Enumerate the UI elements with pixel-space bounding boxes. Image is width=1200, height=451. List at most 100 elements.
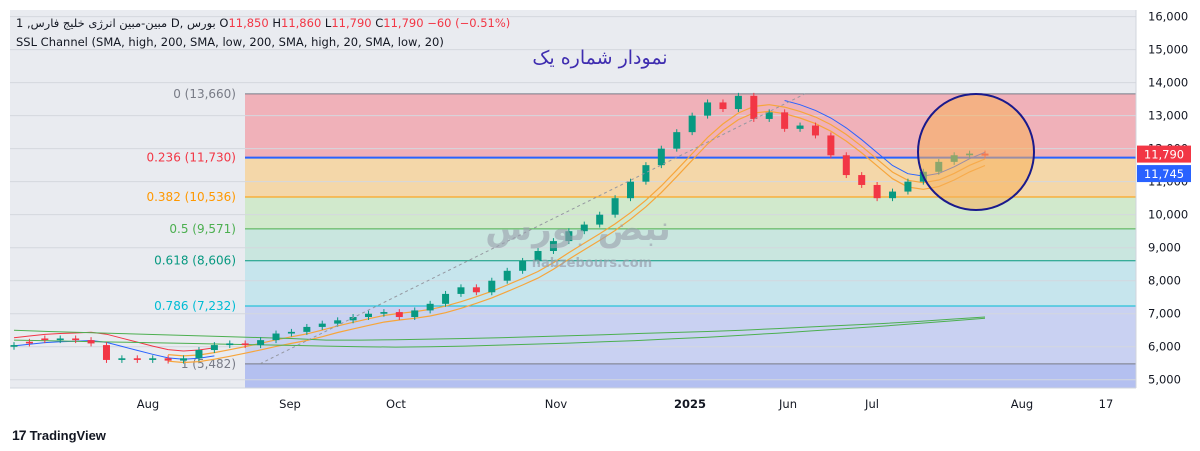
price-tick-label: 6,000	[1148, 340, 1181, 354]
candle-body	[87, 340, 95, 344]
candle-body	[549, 241, 557, 251]
ssl-fast-high	[13, 331, 215, 352]
overlay: نمودار شماره یک نبض بورس nabzebours.com	[259, 47, 1035, 365]
ssl-fast-high	[168, 104, 986, 357]
highlight-circle	[917, 93, 1035, 211]
time-tick-label: Jul	[864, 397, 879, 411]
price-tick-label: 7,000	[1148, 307, 1181, 321]
candle-body	[380, 312, 388, 314]
candle-body	[858, 175, 866, 185]
close-value: 11,790	[383, 16, 424, 30]
low-value: 11,790	[331, 16, 372, 30]
candle-body	[272, 333, 280, 341]
candle-body	[287, 331, 295, 334]
fib-label: 0.382 (10,536)	[146, 190, 236, 204]
price-tick-label: 5,000	[1148, 373, 1181, 387]
candle-body	[195, 350, 203, 359]
candle-body	[10, 345, 18, 347]
candle-body	[796, 125, 804, 129]
candle-body	[72, 338, 80, 341]
highlight-circle-fill	[918, 94, 1034, 210]
fib-band	[245, 260, 1136, 307]
candle-body	[457, 287, 465, 294]
open-label: O	[219, 16, 229, 30]
open-value: 11,850	[228, 16, 269, 30]
symbol-legend[interactable]: 1 ,مبین-مبین انرژی خلیج فارس D, بورس O11…	[16, 16, 510, 30]
price-tick-label: 8,000	[1148, 274, 1181, 288]
fib-band	[245, 306, 1136, 364]
symbol-name: 1 ,مبین-مبین انرژی خلیج فارس	[16, 16, 168, 30]
price-tick-label: 15,000	[1148, 43, 1188, 57]
candle-body	[180, 358, 188, 361]
fib-label: 0.786 (7,232)	[154, 299, 236, 313]
time-tick-label: 17	[1099, 397, 1114, 411]
candle-body	[426, 303, 434, 311]
time-tick-label: 2025	[674, 397, 706, 411]
candle-body	[25, 341, 33, 344]
time-tick-label: Aug	[137, 397, 159, 411]
indicator-legend[interactable]: SSL Channel (SMA, high, 200, SMA, low, 2…	[16, 35, 444, 49]
candle-body	[395, 312, 403, 318]
price-badge-label: 11,790	[1144, 148, 1184, 162]
fib-label: 0.618 (8,606)	[154, 254, 236, 268]
high-value: 11,860	[281, 16, 322, 30]
candle-body	[765, 112, 773, 119]
candle-body	[596, 214, 604, 225]
candle-body	[118, 358, 126, 360]
time-axis: Aug Sep Oct Nov 2025 Jun Jul Aug 17	[10, 387, 1136, 411]
candle-body	[102, 345, 110, 360]
tradingview-brand[interactable]: 17 TradingView	[12, 427, 106, 443]
candle-body	[889, 191, 897, 199]
candle-body	[149, 358, 157, 360]
candle-body	[734, 95, 742, 110]
candle-body	[534, 250, 542, 261]
price-badge	[1137, 165, 1191, 183]
candle-body	[750, 95, 758, 119]
time-tick-label: Jun	[778, 397, 797, 411]
candle-body	[704, 102, 712, 116]
candle-body	[318, 323, 326, 327]
candle-body	[565, 231, 573, 242]
symbol-exchange: D, بورس	[170, 16, 216, 30]
candle-body	[41, 338, 49, 341]
fib-label: 0 (13,660)	[173, 87, 236, 101]
ssl-slow-low	[13, 317, 986, 348]
price-tick-label: 9,000	[1148, 241, 1181, 255]
candle-body	[842, 155, 850, 176]
watermark-url: nabzebours.com	[532, 256, 652, 271]
high-label: H	[272, 16, 282, 30]
ssl-slow-high	[13, 316, 986, 341]
candle-body	[442, 293, 450, 304]
candle-body	[241, 343, 249, 346]
candle-body	[226, 343, 234, 346]
candle-body	[627, 181, 635, 199]
candle-body	[364, 313, 372, 318]
candle-body	[519, 260, 527, 271]
tradingview-name: TradingView	[29, 427, 106, 443]
time-tick-label: Sep	[279, 397, 301, 411]
fib-label: 1 (5,482)	[181, 357, 236, 371]
candle-body	[719, 102, 727, 110]
candle-body	[164, 358, 172, 361]
candle-body	[688, 115, 696, 133]
candle-body	[827, 135, 835, 156]
candle-body	[642, 165, 650, 182]
annotation-title: نمودار شماره یک	[532, 47, 667, 69]
time-tick-label: Nov	[545, 397, 568, 411]
ssl-fast-low	[168, 110, 986, 364]
price-tick-label: 16,000	[1148, 10, 1188, 24]
candle-body	[334, 320, 342, 324]
candle-body	[611, 198, 619, 215]
candle-body	[56, 338, 64, 341]
candle-body	[488, 280, 496, 293]
candle-body	[904, 181, 912, 192]
candle-body	[210, 345, 218, 351]
candle-body	[303, 326, 311, 332]
candle-body	[811, 125, 819, 136]
price-tick-label: 14,000	[1148, 76, 1188, 90]
fib-label: 0.5 (9,571)	[169, 222, 236, 236]
tradingview-logo-icon: 17	[12, 427, 27, 443]
grid-lines	[10, 16, 1136, 381]
price-badge-label: 11,745	[1144, 167, 1184, 181]
